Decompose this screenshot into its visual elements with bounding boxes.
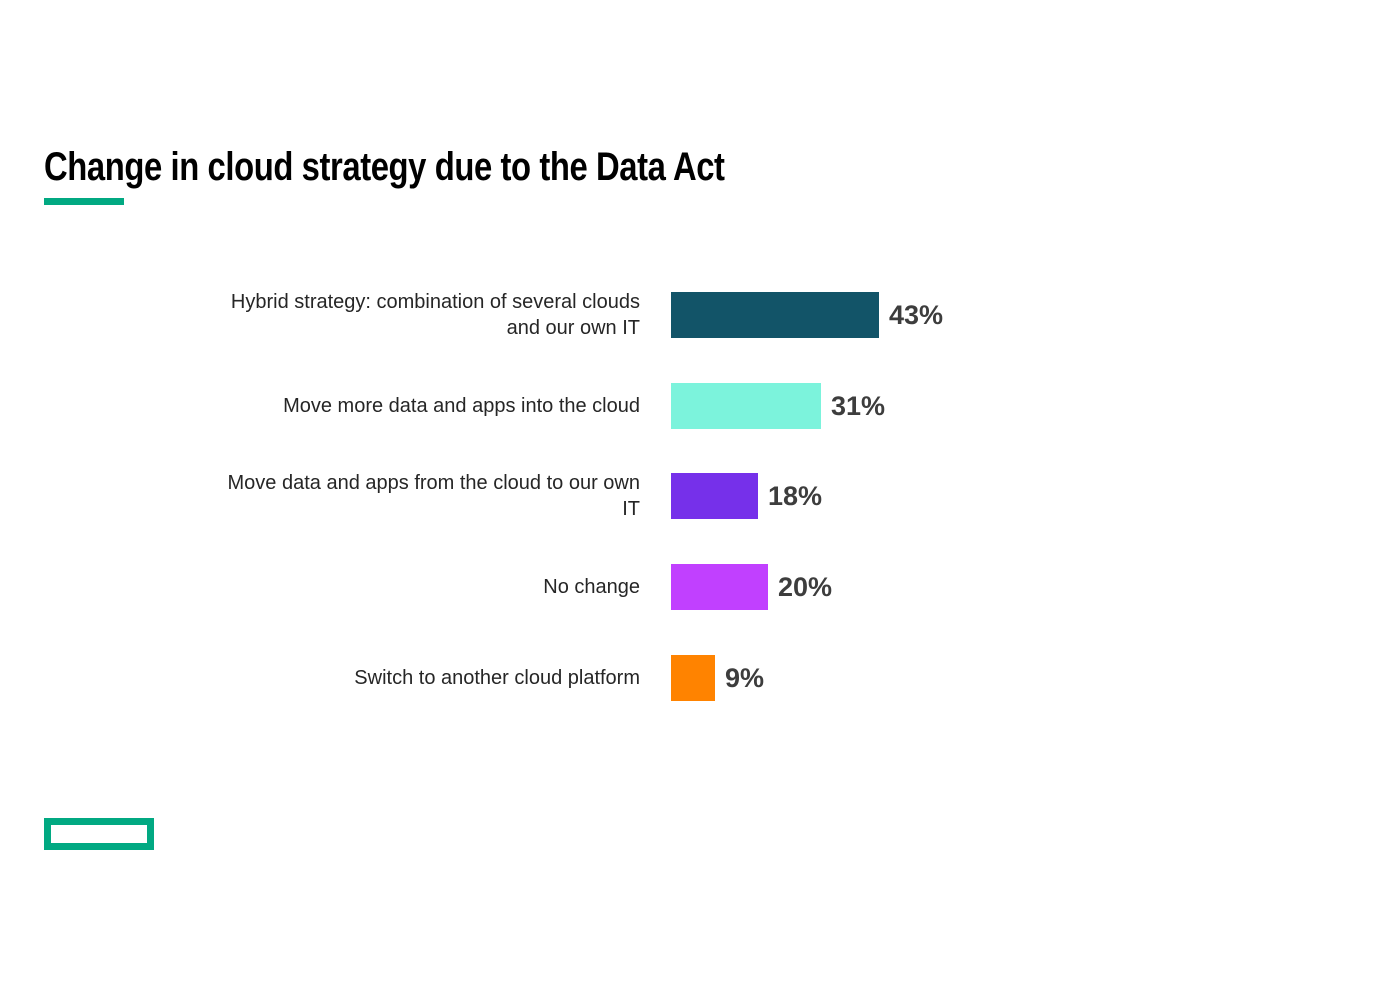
chart-row: Move more data and apps into the cloud 3… <box>0 378 1400 434</box>
value-label: 18% <box>768 480 823 511</box>
hpe-element-logo <box>44 818 154 850</box>
category-label-line: Hybrid strategy: combination of several … <box>230 291 640 313</box>
value-label: 31% <box>831 390 886 421</box>
category-label-line: and our own IT <box>506 317 640 339</box>
category-label-line: Switch to another cloud platform <box>354 667 640 689</box>
category-label: Hybrid strategy: combination of several … <box>0 289 640 341</box>
value-label: 43% <box>889 299 944 330</box>
category-label-line: IT <box>622 498 640 520</box>
category-label-line: No change <box>543 576 640 598</box>
category-label: No change <box>0 574 640 600</box>
category-label: Move more data and apps into the cloud <box>0 393 640 419</box>
bar <box>671 564 768 610</box>
chart-row: Switch to another cloud platform 9% <box>0 650 1400 706</box>
bar <box>671 473 758 519</box>
bar <box>671 383 821 429</box>
title-underline <box>44 198 124 205</box>
category-label-line: Move data and apps from the cloud to our… <box>227 472 640 494</box>
bar <box>671 655 715 701</box>
category-label: Move data and apps from the cloud to our… <box>0 470 640 522</box>
chart-row: Hybrid strategy: combination of several … <box>0 287 1400 343</box>
value-label: 20% <box>778 571 833 602</box>
page-title: Change in cloud strategy due to the Data… <box>44 145 725 189</box>
chart-row: Move data and apps from the cloud to our… <box>0 468 1400 524</box>
category-label: Switch to another cloud platform <box>0 665 640 691</box>
chart-row: No change 20% <box>0 559 1400 615</box>
category-label-line: Move more data and apps into the cloud <box>283 395 640 417</box>
bar <box>671 292 879 338</box>
value-label: 9% <box>725 662 765 693</box>
